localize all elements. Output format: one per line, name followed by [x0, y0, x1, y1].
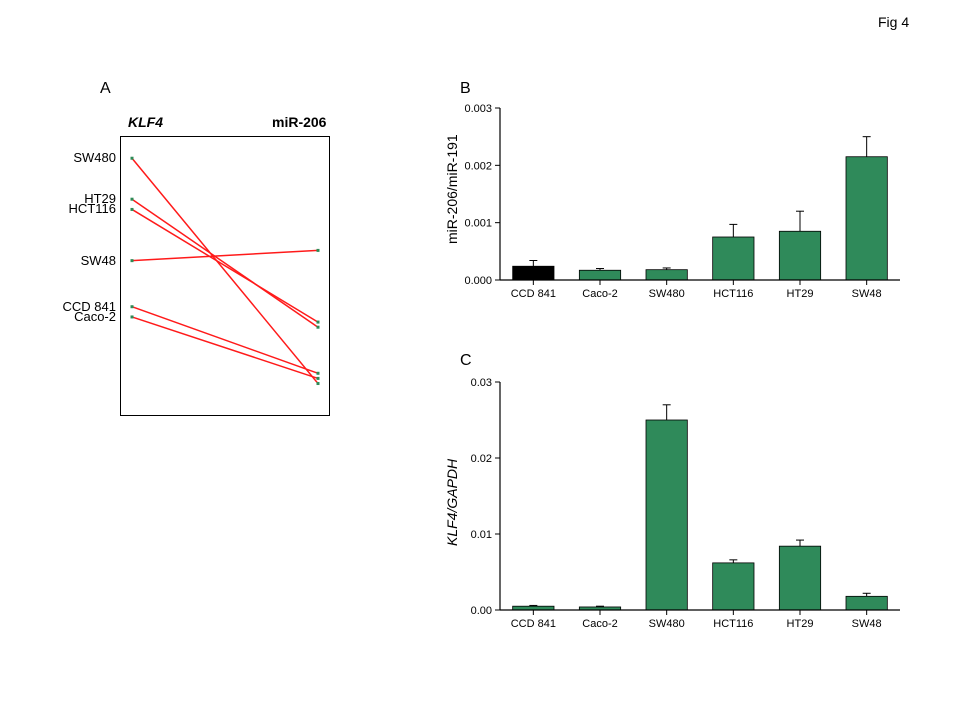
panel-a-header-left: KLF4: [128, 114, 163, 130]
svg-text:HT29: HT29: [787, 288, 814, 300]
svg-text:0.000: 0.000: [464, 275, 492, 287]
bar: [646, 420, 687, 610]
svg-text:HCT116: HCT116: [713, 288, 753, 300]
svg-text:0.002: 0.002: [464, 160, 492, 172]
svg-text:HCT116: HCT116: [713, 618, 753, 630]
bar: [713, 563, 754, 610]
panel-a-header-right: miR-206: [272, 114, 326, 130]
svg-text:SW480: SW480: [649, 618, 685, 630]
bar: [579, 270, 620, 280]
svg-text:CCD 841: CCD 841: [511, 618, 556, 630]
panel-a-label: A: [100, 80, 111, 98]
panel-a-row-label: Caco-2: [0, 309, 116, 324]
svg-text:HT29: HT29: [787, 618, 814, 630]
panel-a-chart: [120, 136, 330, 416]
panel-c-chart: 0.00 0.01 0.02 0.03 CCD 841 Caco-2 SW480 HCT116…: [450, 378, 904, 634]
svg-text:SW48: SW48: [852, 288, 882, 300]
bar: [779, 546, 820, 610]
svg-text:SW48: SW48: [852, 618, 882, 630]
panel-a-row-label: SW480: [0, 150, 116, 165]
panel-b-chart: 0.000 0.001 0.002 0.003 CCD 841 Caco-2 SW480 HC…: [450, 104, 904, 304]
bar: [779, 231, 820, 280]
svg-text:0.03: 0.03: [471, 378, 492, 389]
panel-b-label: B: [460, 80, 471, 98]
svg-text:0.00: 0.00: [471, 605, 492, 617]
bar: [513, 266, 554, 280]
bar: [713, 237, 754, 280]
svg-text:SW480: SW480: [649, 288, 685, 300]
svg-text:0.001: 0.001: [464, 218, 492, 230]
figure-label: Fig 4: [878, 14, 909, 30]
bar: [846, 157, 887, 280]
panel-a-row-label: SW48: [0, 253, 116, 268]
svg-text:0.02: 0.02: [471, 453, 492, 465]
bar: [846, 596, 887, 610]
svg-text:CCD 841: CCD 841: [511, 288, 556, 300]
svg-text:0.003: 0.003: [464, 104, 492, 115]
panel-a-row-label: HCT116: [0, 201, 116, 216]
bar: [646, 270, 687, 280]
svg-text:Caco-2: Caco-2: [582, 288, 617, 300]
panel-c-label: C: [460, 352, 472, 370]
svg-text:0.01: 0.01: [471, 529, 492, 541]
svg-text:Caco-2: Caco-2: [582, 618, 617, 630]
